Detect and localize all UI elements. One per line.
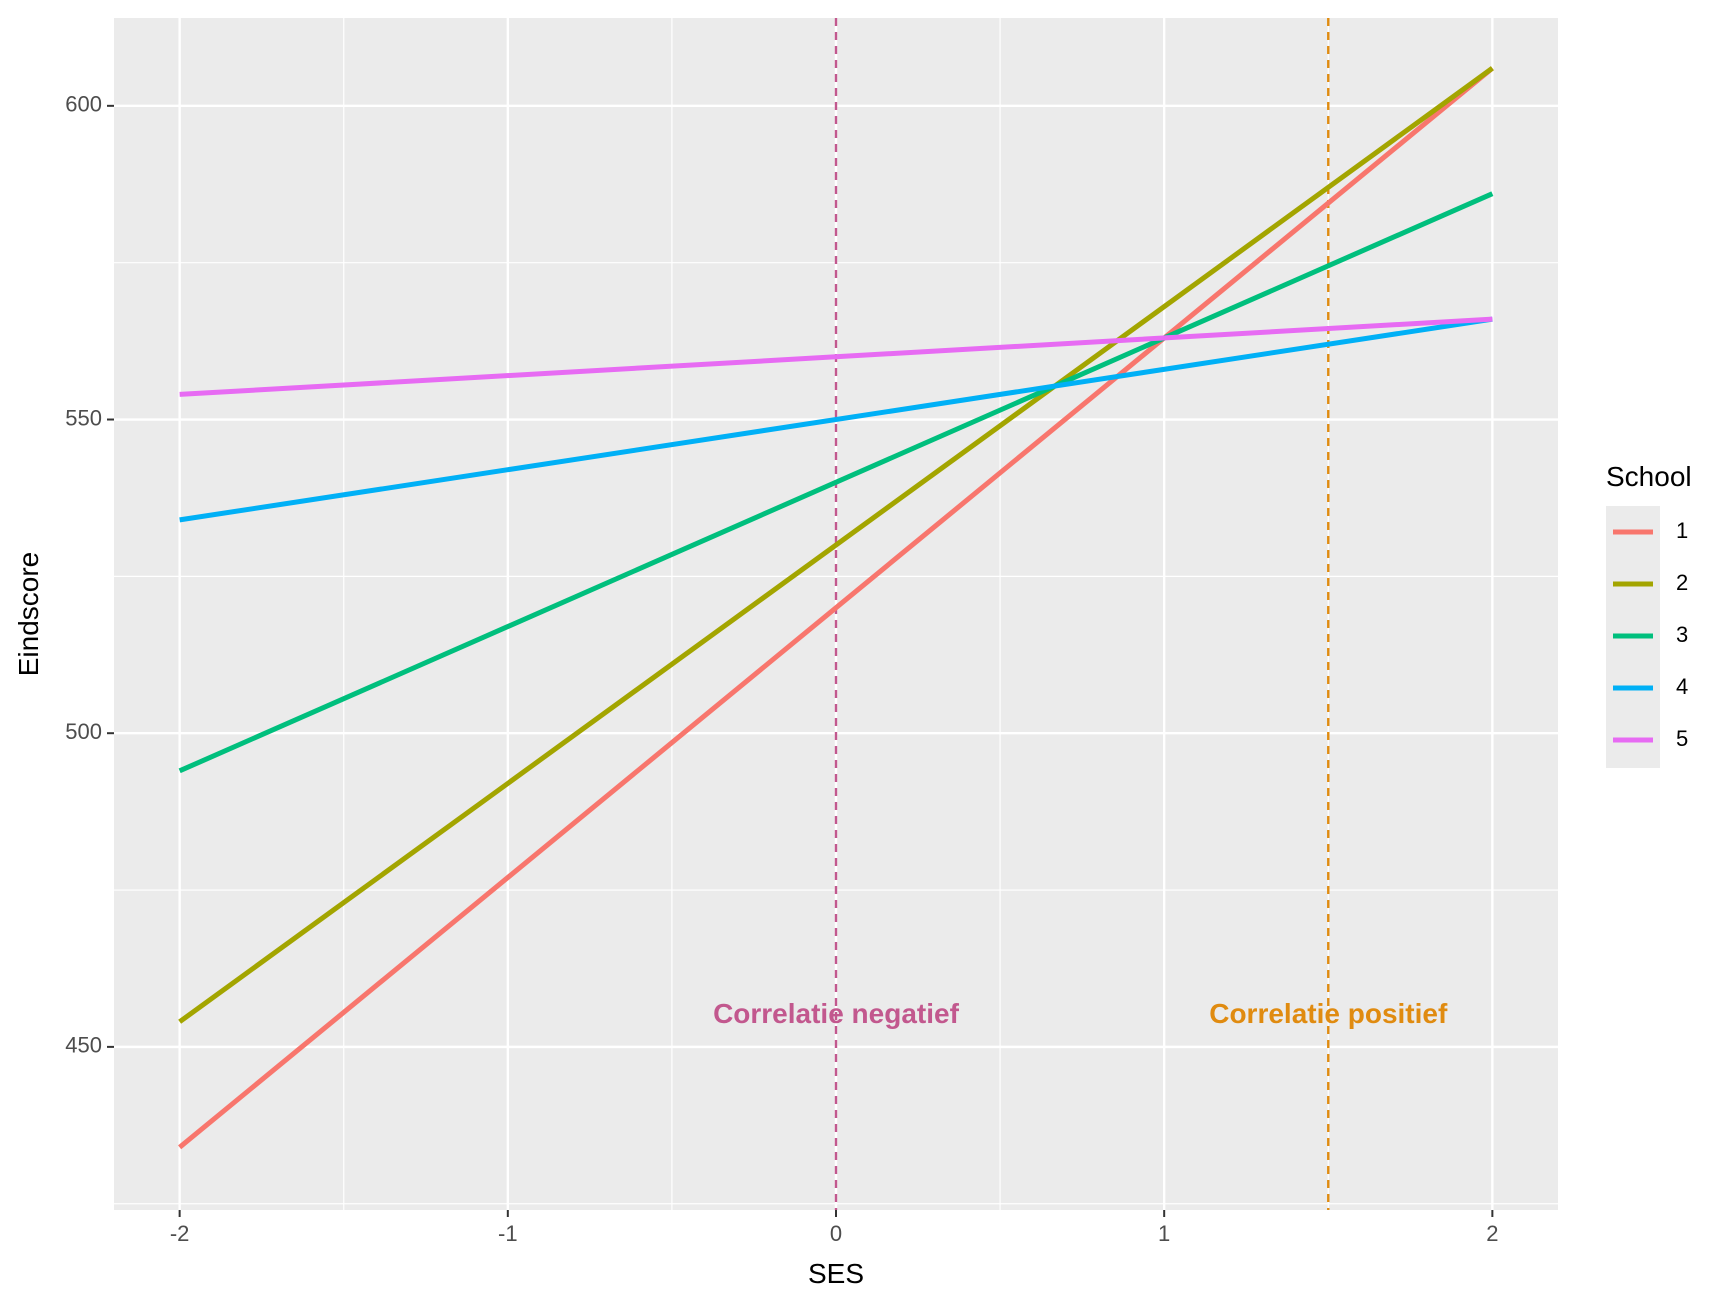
- reference-lines: [834, 18, 1330, 1210]
- y-axis-title: Eindscore: [13, 552, 44, 677]
- y-tick-label: 450: [65, 1033, 102, 1058]
- y-tick-label: 550: [65, 405, 102, 430]
- axis-ticks: -2 -1 0 1 2 450 500 550 600: [65, 92, 1498, 1246]
- legend-label-school-3: 3: [1676, 622, 1688, 647]
- annotation-1: Correlatie positief: [1209, 998, 1448, 1029]
- series-lines: [178, 66, 1494, 1150]
- x-tick-label: 1: [1158, 1221, 1170, 1246]
- legend-label-school-2: 2: [1676, 570, 1688, 595]
- series-line-school-5: [179, 316, 1493, 397]
- annotations: Correlatie negatief Correlatie positief: [713, 998, 1448, 1029]
- annotation-0: Correlatie negatief: [713, 998, 960, 1029]
- y-tick-label: 600: [65, 92, 102, 117]
- legend-label-school-4: 4: [1676, 674, 1688, 699]
- legend-title: School: [1606, 461, 1692, 492]
- series-line-school-4: [179, 316, 1493, 523]
- x-tick-label: -1: [498, 1221, 518, 1246]
- legend-label-school-1: 1: [1676, 518, 1688, 543]
- legend-label-school-5: 5: [1676, 726, 1688, 751]
- series-line-school-1: [178, 66, 1494, 1150]
- y-tick-label: 500: [65, 719, 102, 744]
- legend: School 1 2 3 4 5: [1606, 461, 1692, 768]
- x-tick-label: 0: [830, 1221, 842, 1246]
- series-line-school-3: [178, 191, 1494, 774]
- series-line-school-2: [178, 66, 1494, 1024]
- x-axis-title: SES: [808, 1258, 864, 1289]
- x-tick-label: -2: [170, 1221, 190, 1246]
- x-tick-label: 2: [1486, 1221, 1498, 1246]
